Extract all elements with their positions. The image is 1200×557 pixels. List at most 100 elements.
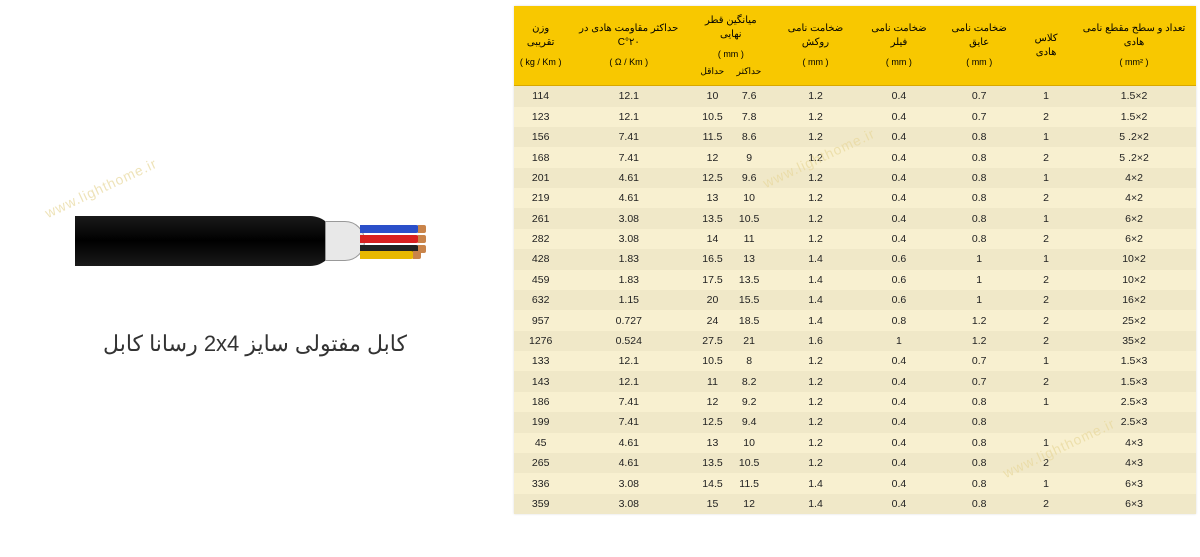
- table-cell: 2×10: [1072, 249, 1196, 269]
- table-cell: 810.5: [690, 351, 771, 371]
- table-cell: 0.4: [860, 494, 939, 514]
- table-cell: 261: [514, 208, 567, 228]
- table-cell: 0.8: [938, 208, 1020, 228]
- table-cell: 10.513.5: [690, 208, 771, 228]
- table-cell: 0.4: [860, 453, 939, 473]
- table-cell: 10.513.5: [690, 453, 771, 473]
- table-cell: 3×6: [1072, 494, 1196, 514]
- table-cell: 0.4: [860, 371, 939, 391]
- table-cell: 4.61: [567, 453, 690, 473]
- table-cell: 1316.5: [690, 249, 771, 269]
- table-cell: 1215: [690, 494, 771, 514]
- table-cell: 2: [1020, 494, 1072, 514]
- table-cell: 265: [514, 453, 567, 473]
- table-cell: 0.8: [938, 392, 1020, 412]
- table-cell: 2×4: [1072, 188, 1196, 208]
- table-cell: 1.2: [938, 331, 1020, 351]
- table-cell: 0.4: [860, 86, 939, 107]
- table-cell: 11.514.5: [690, 473, 771, 493]
- table-cell: 336: [514, 473, 567, 493]
- table-cell: 0.4: [860, 229, 939, 249]
- table-cell: 1: [1020, 208, 1072, 228]
- table-cell: 114: [514, 86, 567, 107]
- table-cell: 13.517.5: [690, 270, 771, 290]
- table-row: 2×620.80.41.211143.08282: [514, 229, 1196, 249]
- table-cell: 1.4: [771, 270, 859, 290]
- table-cell: 1: [1020, 249, 1072, 269]
- table-cell: 12.1: [567, 371, 690, 391]
- table-row: 2×420.80.41.210134.61219: [514, 188, 1196, 208]
- table-header-cell: ضخامت نامی عایق( mm ): [938, 6, 1020, 86]
- table-cell: 1: [938, 249, 1020, 269]
- table-cell: 1.2: [771, 188, 859, 208]
- table-header-cell: وزن تقریبی( kg / Km ): [514, 6, 567, 86]
- table-cell: 0.4: [860, 392, 939, 412]
- table-cell: 3.08: [567, 229, 690, 249]
- table-cell: 4.61: [567, 433, 690, 453]
- table-cell: 1.4: [771, 473, 859, 493]
- table-row: 2×10110.61.41316.51.83428: [514, 249, 1196, 269]
- table-cell: 1.2: [771, 371, 859, 391]
- table-cell: 0.6: [860, 249, 939, 269]
- table-cell: 9.412.5: [690, 412, 771, 432]
- table-cell: 2127.5: [690, 331, 771, 351]
- cable-illustration: [75, 201, 435, 281]
- table-cell: 0.8: [938, 127, 1020, 147]
- table-cell: 2: [1020, 371, 1072, 391]
- table-cell: 282: [514, 229, 567, 249]
- table-cell: 18.524: [690, 310, 771, 330]
- table-cell: 0.7: [938, 86, 1020, 107]
- table-cell: 1.2: [771, 412, 859, 432]
- table-header-cell: میانگین قطر نهایی( mm )حداکثرحداقل: [690, 6, 771, 86]
- table-cell: 2: [1020, 331, 1072, 351]
- table-cell: 3×6: [1072, 473, 1196, 493]
- table-cell: 1.83: [567, 270, 690, 290]
- table-row: 3×420.80.41.210.513.54.61265: [514, 453, 1196, 473]
- table-cell: 2×2. 5: [1072, 127, 1196, 147]
- table-cell: 1.2: [771, 433, 859, 453]
- table-cell: 2: [1020, 147, 1072, 167]
- table-cell: 3×4: [1072, 453, 1196, 473]
- table-cell: 2×1.5: [1072, 107, 1196, 127]
- table-cell: 199: [514, 412, 567, 432]
- table-cell: 2×35: [1072, 331, 1196, 351]
- table-cell: 0.6: [860, 270, 939, 290]
- table-cell: 459: [514, 270, 567, 290]
- table-cell: 12.1: [567, 107, 690, 127]
- table-cell: 1: [1020, 392, 1072, 412]
- table-header-row: تعداد و سطح مقطع نامی هادی( mm² )کلاس ها…: [514, 6, 1196, 86]
- table-cell: 0.8: [938, 188, 1020, 208]
- table-cell: 143: [514, 371, 567, 391]
- table-cell: 0.7: [938, 107, 1020, 127]
- table-cell: 12.1: [567, 86, 690, 107]
- table-cell: 2: [1020, 229, 1072, 249]
- table-row: 2×610.80.41.210.513.53.08261: [514, 208, 1196, 228]
- table-cell: 0.4: [860, 188, 939, 208]
- table-cell: 201: [514, 168, 567, 188]
- table-cell: 1.4: [771, 310, 859, 330]
- table-row: 2×10210.61.413.517.51.83459: [514, 270, 1196, 290]
- table-row: 3×2.510.80.41.29.2127.41186: [514, 392, 1196, 412]
- table-cell: 0.8: [860, 310, 939, 330]
- table-cell: 1: [860, 331, 939, 351]
- table-cell: 1: [1020, 473, 1072, 493]
- table-cell: 3×2.5: [1072, 392, 1196, 412]
- table-cell: 8.611.5: [690, 127, 771, 147]
- table-cell: 7.41: [567, 412, 690, 432]
- table-header-cell: کلاس هادی: [1020, 6, 1072, 86]
- table-cell: 0.4: [860, 351, 939, 371]
- table-cell: 1: [1020, 127, 1072, 147]
- table-row: 3×620.80.41.412153.08359: [514, 494, 1196, 514]
- table-cell: 1: [1020, 168, 1072, 188]
- table-cell: 0.8: [938, 168, 1020, 188]
- table-header-cell: ضخامت نامی روکش( mm ): [771, 6, 859, 86]
- table-panel: www.lighthome.ir www.lighthome.ir تعداد …: [510, 0, 1200, 557]
- table-cell: 1.2: [771, 86, 859, 107]
- table-cell: 9.612.5: [690, 168, 771, 188]
- table-cell: 7.41: [567, 392, 690, 412]
- table-cell: 3.08: [567, 494, 690, 514]
- table-cell: 1.15: [567, 290, 690, 310]
- table-cell: 0.727: [567, 310, 690, 330]
- table-cell: 1.2: [771, 107, 859, 127]
- table-cell: 45: [514, 433, 567, 453]
